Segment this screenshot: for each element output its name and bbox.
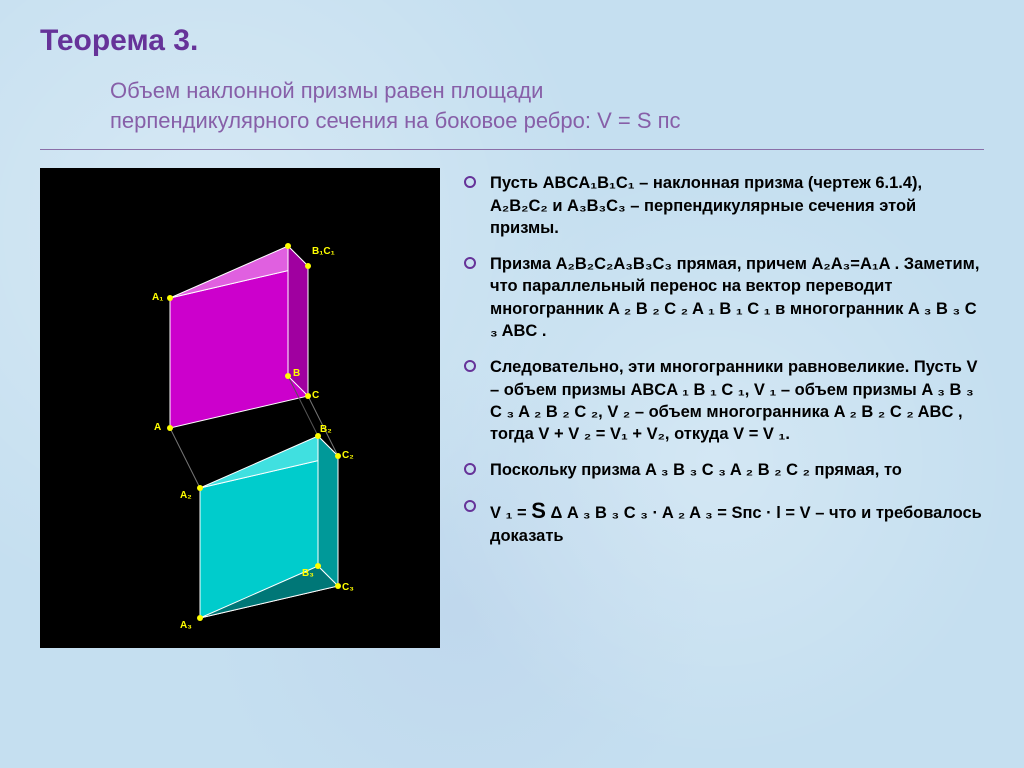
bullet-list: Пусть ABCA₁B₁C₁ – наклонная призма (черт…: [464, 168, 984, 648]
label-c3: C₃: [342, 582, 354, 593]
content-row: A₁ B₁C₁ A B C A₂ B₂ C₂ A₃ B₃ C₃ Пусть AB…: [40, 168, 984, 648]
label-a: A: [154, 422, 161, 433]
bullet-2: Призма A₂B₂C₂A₃B₃C₃ прямая, причем A₂A₃=…: [464, 253, 984, 342]
bullet-3-text: Следовательно, эти многогранники равнове…: [490, 356, 984, 445]
b5-part1: V ₁ =: [490, 504, 531, 522]
label-b: B: [293, 368, 300, 379]
subtitle-line1: Объем наклонной призмы равен площади: [110, 78, 543, 103]
b5-part2: Δ A ₃ B ₃ C ₃ · A ₂ A ₃ = Sпс · l = V – …: [490, 504, 982, 546]
bullet-4: Поскольку призма A ₃ B ₃ C ₃ A ₂ B ₂ C ₂…: [464, 459, 984, 481]
label-a3: A₃: [180, 620, 192, 631]
bullet-3: Следовательно, эти многогранники равнове…: [464, 356, 984, 445]
label-b1c1: B₁C₁: [312, 246, 335, 257]
theorem-title: Теорема 3.: [40, 24, 984, 58]
label-b3: B₃: [302, 568, 314, 579]
bullet-icon: [464, 176, 476, 188]
label-a1: A₁: [152, 292, 163, 303]
bullet-2-text: Призма A₂B₂C₂A₃B₃C₃ прямая, причем A₂A₃=…: [490, 253, 984, 342]
theorem-statement: Объем наклонной призмы равен площади пер…: [110, 76, 870, 135]
label-c2: C₂: [342, 450, 354, 461]
bullet-icon: [464, 500, 476, 512]
prism-figure: A₁ B₁C₁ A B C A₂ B₂ C₂ A₃ B₃ C₃: [40, 168, 440, 648]
bullet-1: Пусть ABCA₁B₁C₁ – наклонная призма (черт…: [464, 172, 984, 239]
b5-big-s: S: [531, 498, 546, 523]
divider: [40, 149, 984, 150]
bullet-4-text: Поскольку призма A ₃ B ₃ C ₃ A ₂ B ₂ C ₂…: [490, 459, 984, 481]
bullet-icon: [464, 463, 476, 475]
bottom-side-face: [318, 436, 338, 586]
subtitle-line2: перпендикулярного сечения на боковое реб…: [110, 108, 681, 133]
bullet-5-text: V ₁ = S Δ A ₃ B ₃ C ₃ · A ₂ A ₃ = Sпс · …: [490, 496, 984, 548]
label-c: C: [312, 390, 319, 401]
bullet-1-text: Пусть ABCA₁B₁C₁ – наклонная призма (черт…: [490, 172, 984, 239]
bullet-icon: [464, 257, 476, 269]
prism-svg: [40, 168, 440, 648]
bullet-5: V ₁ = S Δ A ₃ B ₃ C ₃ · A ₂ A ₃ = Sпс · …: [464, 496, 984, 548]
label-b2: B₂: [320, 424, 332, 435]
edge-a-a2: [170, 428, 200, 488]
label-a2: A₂: [180, 490, 192, 501]
bullet-icon: [464, 360, 476, 372]
